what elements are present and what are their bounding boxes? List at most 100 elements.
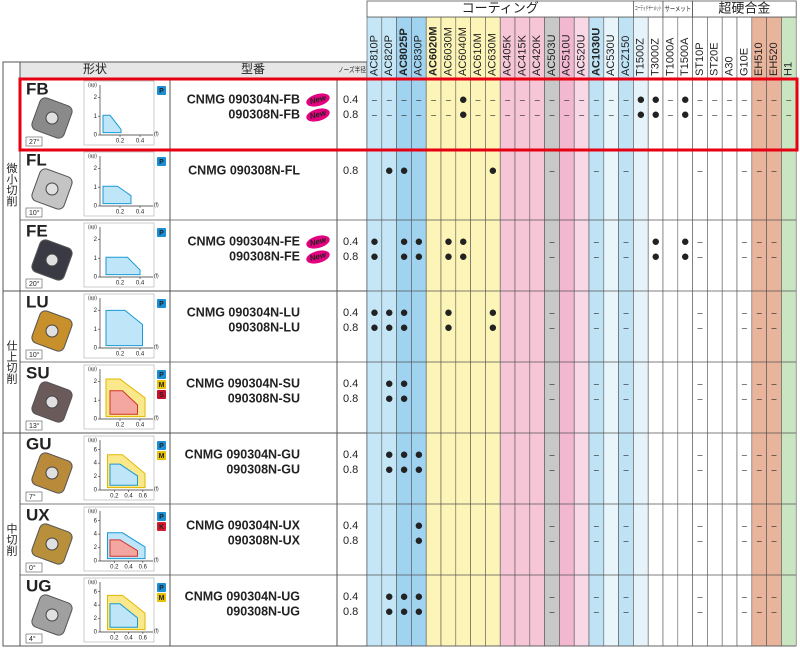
availability-dash: – <box>387 109 392 119</box>
shape-code: UG <box>26 576 52 595</box>
availability-dash: – <box>431 109 436 119</box>
availability-dash: – <box>549 591 554 601</box>
availability-dash: – <box>623 449 628 459</box>
availability-dot: ● <box>681 106 690 123</box>
shape-code: UX <box>26 505 50 524</box>
chip-control-area <box>102 114 122 134</box>
availability-dash: – <box>757 251 762 261</box>
pill-label: M <box>159 595 165 602</box>
availability-dot: ● <box>399 588 408 605</box>
x-tick-label: 0.6 <box>139 636 148 642</box>
chip-control-area <box>105 256 141 276</box>
availability-dash: – <box>697 535 702 545</box>
shape-code: FL <box>26 150 47 169</box>
grade-name: T1000A <box>664 37 676 76</box>
availability-dash: – <box>564 94 569 104</box>
new-badge <box>306 235 330 249</box>
x-tick-label: 0.4 <box>124 565 133 571</box>
availability-dot: ● <box>399 162 408 179</box>
chip-control-area <box>109 463 138 486</box>
availability-dash: – <box>609 109 614 119</box>
y-tick-label: 1 <box>94 256 98 262</box>
availability-dash: – <box>771 449 776 459</box>
availability-dash: – <box>623 535 628 545</box>
angle-box <box>25 420 43 431</box>
availability-dash: – <box>742 94 747 104</box>
availability-dash: – <box>387 94 392 104</box>
y-tick-label: 1 <box>94 327 98 333</box>
pill <box>157 441 166 450</box>
pill-label: P <box>159 443 164 450</box>
availability-dash: – <box>771 251 776 261</box>
availability-dot: ● <box>385 588 394 605</box>
x-tick-label: 0.4 <box>136 139 145 145</box>
shape-header: 形状 <box>83 62 107 76</box>
insert-hole <box>45 608 59 622</box>
availability-dot: ● <box>444 248 453 265</box>
nose-header: ノーズ半径 <box>338 65 366 74</box>
x-tick-label: 0.4 <box>136 281 145 287</box>
pill <box>157 157 166 166</box>
chart-frame <box>83 151 155 217</box>
availability-dash: – <box>697 322 702 332</box>
model-name: 090308N-FE <box>229 249 300 263</box>
availability-dash: – <box>697 606 702 616</box>
availability-dot: ● <box>385 375 394 392</box>
y-tick-label: 6 <box>94 447 98 453</box>
grade-name: AC415K <box>516 34 528 76</box>
grade-name: AC6040M <box>457 27 469 76</box>
pill <box>157 86 166 95</box>
availability-dot: ● <box>399 248 408 265</box>
availability-dash: – <box>594 378 599 388</box>
availability-dash: – <box>505 94 510 104</box>
availability-dash: – <box>742 535 747 545</box>
availability-dash: – <box>757 94 762 104</box>
pill-label: K <box>159 524 164 531</box>
availability-dash: – <box>771 520 776 530</box>
availability-dot: ● <box>488 319 497 336</box>
angle-label: 0° <box>29 564 36 572</box>
angle-label: 4° <box>29 635 36 643</box>
y-tick-label: 2 <box>94 95 98 101</box>
nose-radius: 0.8 <box>343 322 358 334</box>
availability-dash: – <box>757 535 762 545</box>
group-label: サーメット <box>665 5 692 13</box>
availability-dash: – <box>697 236 702 246</box>
x-axis-label: (f) <box>154 344 159 350</box>
highlight-box <box>18 77 799 152</box>
availability-dash: – <box>742 393 747 403</box>
chip-control-area <box>109 603 138 628</box>
availability-dash: – <box>742 606 747 616</box>
x-tick-label: 0.2 <box>116 139 125 145</box>
grade-name: AC810P <box>368 35 380 76</box>
availability-dash: – <box>757 449 762 459</box>
chip-control-area <box>109 390 138 415</box>
availability-dash: – <box>446 109 451 119</box>
availability-dot: ● <box>636 91 645 108</box>
grade-name: AC1030U <box>590 28 602 76</box>
x-tick-label: 0.6 <box>139 494 148 500</box>
availability-dot: ● <box>399 461 408 478</box>
availability-dot: ● <box>488 162 497 179</box>
y-tick-label: 2 <box>94 616 98 622</box>
availability-dash: – <box>594 251 599 261</box>
availability-dot: ● <box>399 375 408 392</box>
availability-dash: – <box>771 109 776 119</box>
availability-dash: – <box>431 94 436 104</box>
availability-dash: – <box>668 109 673 119</box>
availability-dash: – <box>579 109 584 119</box>
availability-dash: – <box>594 520 599 530</box>
x-tick-label: 0.2 <box>116 281 125 287</box>
availability-dash: – <box>549 307 554 317</box>
chart-frame <box>83 80 155 146</box>
availability-dash: – <box>594 464 599 474</box>
availability-dash: – <box>594 393 599 403</box>
model-header: 型番 <box>241 62 265 76</box>
availability-dash: – <box>594 606 599 616</box>
availability-dash: – <box>623 520 628 530</box>
y-tick-label: 2 <box>94 474 98 480</box>
angle-box <box>25 207 43 218</box>
x-axis-label: (f) <box>154 131 159 137</box>
grade-name: ST10P <box>694 42 706 76</box>
model-name: CNMG 090304N-FE <box>187 234 300 248</box>
